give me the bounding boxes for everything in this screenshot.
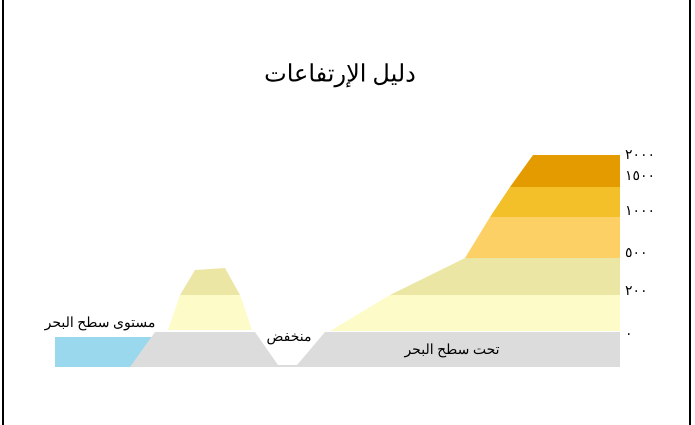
band-500-1000: [465, 217, 620, 258]
sea-level-label: مستوى سطح البحر: [44, 316, 156, 331]
ground-below-sea: [130, 332, 620, 367]
hill-band-top: [180, 268, 240, 295]
below-sea-label: تحت سطح البحر: [403, 343, 499, 358]
depression-label: منخفض: [267, 330, 312, 345]
level-label: ٥٠٠: [625, 246, 648, 261]
level-label: ٠: [625, 327, 633, 342]
elevation-legend: دليل الإرتفاعات ٢٠٠٠ ١٥٠٠ ١٠٠٠ ٥٠٠ ٢٠٠ ٠…: [0, 0, 695, 425]
band-1000-1500: [490, 187, 620, 217]
title: دليل الإرتفاعات: [264, 62, 416, 88]
level-label: ٢٠٠: [625, 284, 648, 299]
band-1500-2000: [510, 155, 620, 187]
band-0-200: [330, 295, 620, 331]
level-label: ١٥٠٠: [625, 169, 655, 184]
band-200-500: [390, 258, 620, 295]
hill-band-low: [168, 295, 252, 330]
level-label: ١٠٠٠: [625, 204, 655, 219]
level-label: ٢٠٠٠: [625, 148, 655, 163]
